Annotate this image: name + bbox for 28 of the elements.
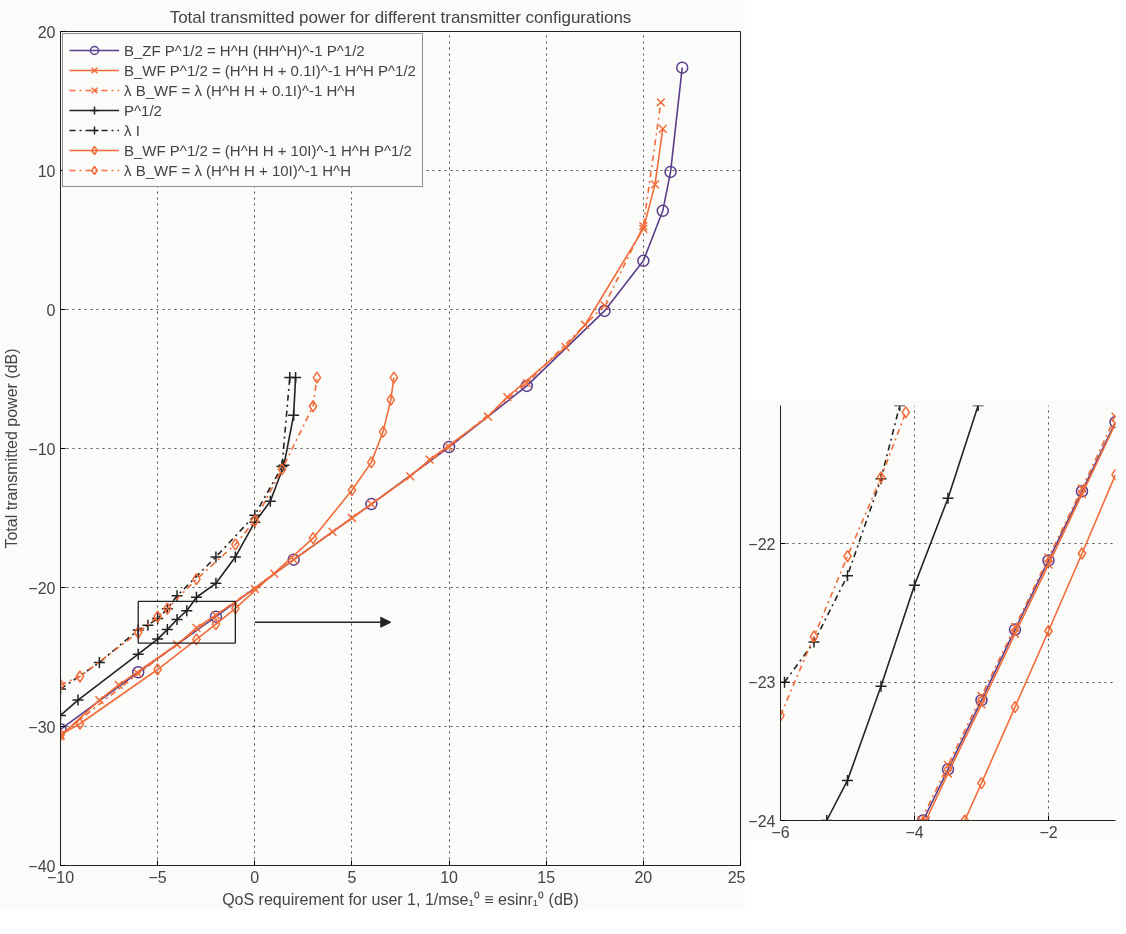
y-tick-label: −30	[28, 718, 56, 736]
x-tick-label: 15	[537, 868, 556, 886]
y-axis-title: Total transmitted power (dB)	[3, 348, 21, 549]
y-tick-label: 10	[37, 162, 56, 180]
y-tick-label: 20	[37, 23, 56, 41]
x-tick-label: −4	[905, 823, 924, 841]
y-tick-label: −23	[748, 674, 776, 692]
x-tick-label: −5	[148, 868, 167, 886]
x-tick-label: 5	[347, 868, 357, 886]
legend-label: λ B_WF = λ (H^H H + 10I)^-1 H^H	[124, 161, 351, 179]
legend-label: B_WF P^1/2 = (H^H H + 0.1I)^-1 H^H P^1/2	[124, 61, 416, 79]
legend-label: B_ZF P^1/2 = H^H (HH^H)^-1 P^1/2	[124, 41, 365, 59]
x-tick-label: −2	[1039, 823, 1058, 841]
y-tick-label: −20	[28, 579, 56, 597]
chart-title: Total transmitted power for different transmitter configurations	[169, 7, 632, 27]
x-tick-label: 10	[440, 868, 459, 886]
legend-label: P^1/2	[124, 101, 162, 119]
x-tick-label: 25	[727, 868, 746, 886]
y-tick-label: −24	[748, 812, 776, 830]
y-tick-label: 0	[46, 301, 56, 319]
legend-label: λ B_WF = λ (H^H H + 0.1I)^-1 H^H	[124, 81, 356, 99]
legend-label: λ I	[124, 121, 141, 139]
x-tick-label: 0	[250, 868, 260, 886]
legend-label: B_WF P^1/2 = (H^H H + 10I)^-1 H^H P^1/2	[124, 141, 412, 159]
y-tick-label: −10	[28, 440, 56, 458]
x-tick-label: 20	[634, 868, 653, 886]
y-tick-label: −22	[748, 535, 776, 553]
x-axis-title: QoS requirement for user 1, 1/mse₁⁰ ≡ esinr₁⁰ (dB)	[222, 890, 579, 908]
